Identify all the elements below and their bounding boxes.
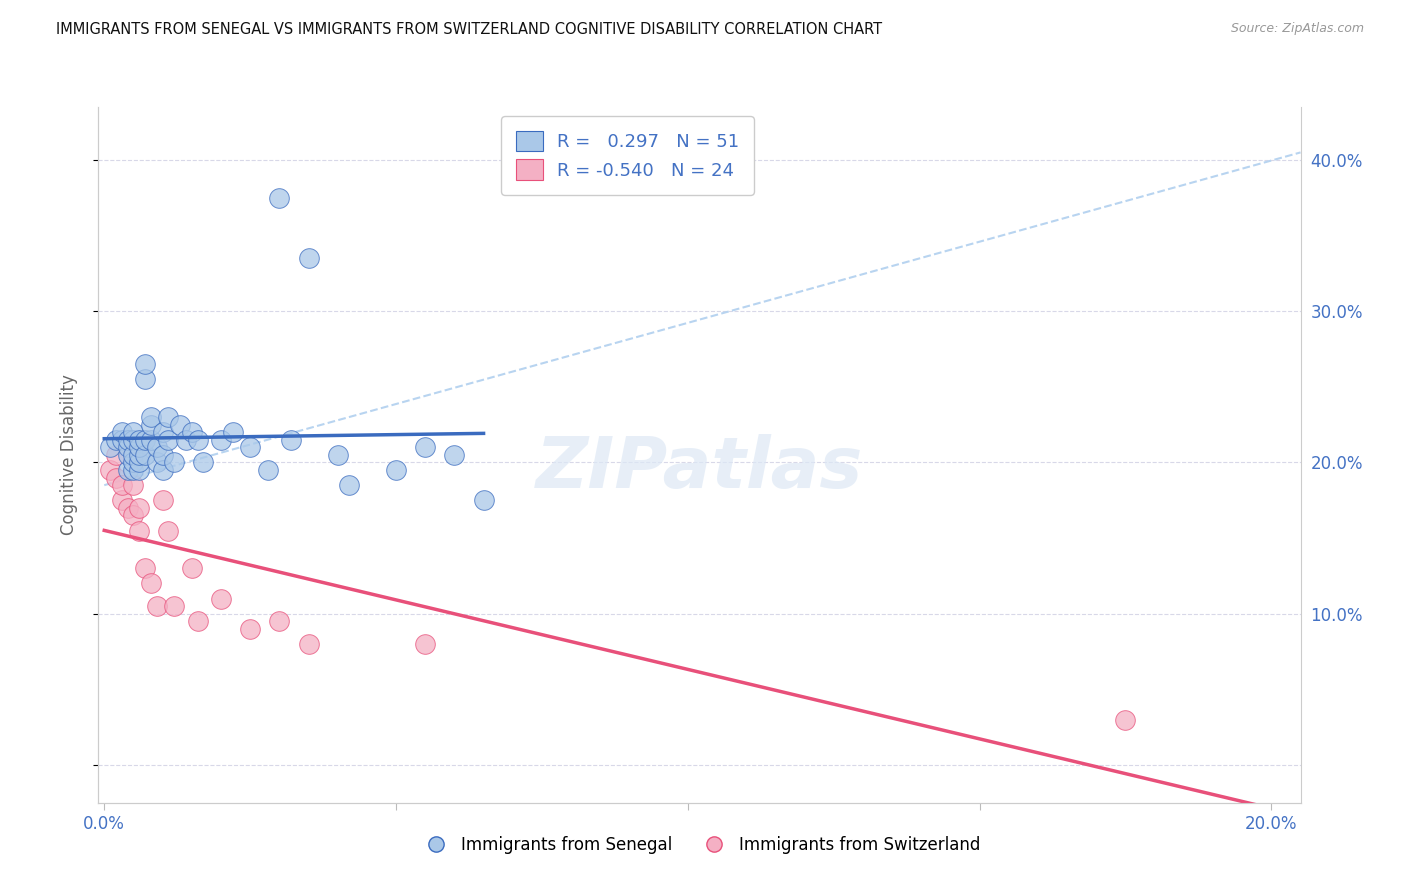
Point: [128, 441, 150, 455]
Point: [413, 441, 436, 455]
Point: [239, 441, 262, 455]
Point: [193, 455, 215, 469]
Point: [134, 372, 156, 386]
Point: [134, 433, 156, 447]
Point: [146, 599, 169, 614]
Point: [139, 433, 162, 447]
Point: [139, 410, 162, 425]
Point: [221, 425, 243, 440]
Point: [117, 500, 139, 515]
Point: [122, 463, 145, 477]
Point: [269, 191, 291, 205]
Point: [134, 357, 156, 371]
Point: [174, 433, 197, 447]
Point: [157, 433, 180, 447]
Point: [443, 448, 465, 462]
Point: [209, 591, 232, 606]
Point: [269, 615, 291, 629]
Point: [157, 524, 180, 538]
Point: [1114, 713, 1136, 727]
Point: [152, 463, 174, 477]
Point: [122, 508, 145, 523]
Point: [163, 455, 186, 469]
Point: [117, 463, 139, 477]
Point: [128, 455, 150, 469]
Point: [122, 448, 145, 462]
Point: [152, 493, 174, 508]
Point: [111, 425, 134, 440]
Point: [104, 433, 127, 447]
Point: [280, 433, 302, 447]
Point: [98, 441, 121, 455]
Point: [139, 417, 162, 432]
Point: [163, 599, 186, 614]
Point: [122, 433, 145, 447]
Point: [157, 410, 180, 425]
Text: Source: ZipAtlas.com: Source: ZipAtlas.com: [1230, 22, 1364, 36]
Y-axis label: Cognitive Disability: Cognitive Disability: [59, 375, 77, 535]
Legend: Immigrants from Senegal, Immigrants from Switzerland: Immigrants from Senegal, Immigrants from…: [412, 830, 987, 861]
Point: [128, 524, 150, 538]
Point: [111, 478, 134, 492]
Point: [256, 463, 278, 477]
Point: [139, 576, 162, 591]
Point: [122, 478, 145, 492]
Point: [326, 448, 349, 462]
Point: [104, 470, 127, 484]
Point: [169, 417, 191, 432]
Point: [134, 561, 156, 575]
Point: [297, 252, 319, 266]
Point: [180, 561, 202, 575]
Point: [187, 615, 209, 629]
Point: [297, 637, 319, 651]
Point: [111, 433, 134, 447]
Point: [180, 425, 202, 440]
Text: ZIPatlas: ZIPatlas: [536, 434, 863, 503]
Point: [337, 478, 360, 492]
Point: [152, 425, 174, 440]
Point: [122, 425, 145, 440]
Point: [472, 493, 495, 508]
Point: [117, 448, 139, 462]
Point: [104, 448, 127, 462]
Point: [146, 455, 169, 469]
Point: [146, 441, 169, 455]
Point: [152, 448, 174, 462]
Point: [385, 463, 408, 477]
Point: [98, 463, 121, 477]
Point: [122, 455, 145, 469]
Point: [128, 500, 150, 515]
Text: IMMIGRANTS FROM SENEGAL VS IMMIGRANTS FROM SWITZERLAND COGNITIVE DISABILITY CORR: IMMIGRANTS FROM SENEGAL VS IMMIGRANTS FR…: [56, 22, 883, 37]
Point: [128, 433, 150, 447]
Point: [187, 433, 209, 447]
Point: [128, 463, 150, 477]
Point: [117, 433, 139, 447]
Point: [117, 441, 139, 455]
Point: [239, 622, 262, 636]
Point: [209, 433, 232, 447]
Point: [111, 493, 134, 508]
Point: [413, 637, 436, 651]
Point: [128, 448, 150, 462]
Point: [134, 448, 156, 462]
